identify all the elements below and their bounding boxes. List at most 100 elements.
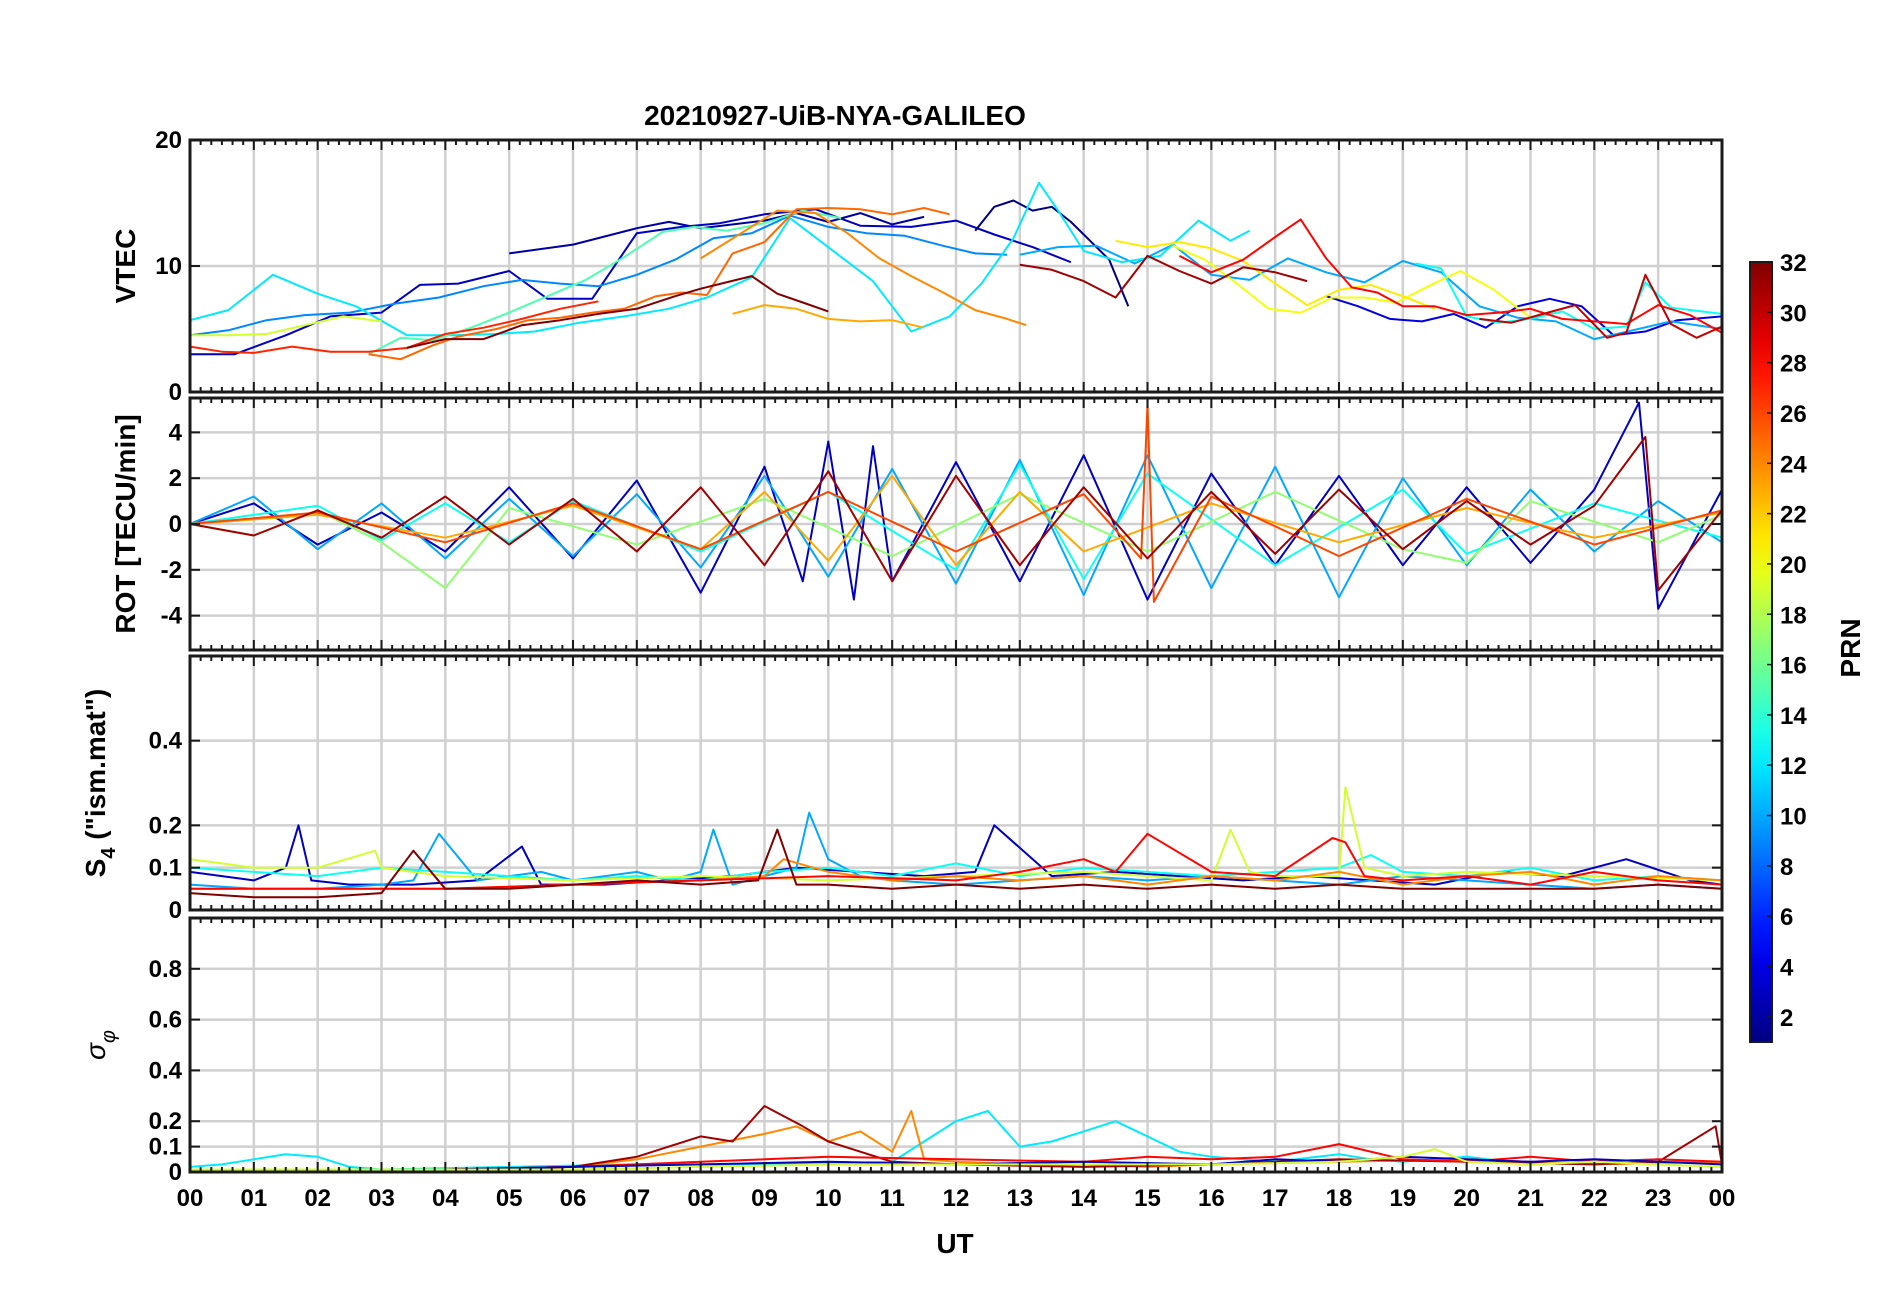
x-tick-label: 07 — [623, 1185, 650, 1212]
rot-ytick-label: 4 — [169, 419, 183, 446]
vtec-series-prn-12 — [190, 181, 1251, 337]
x-tick-label: 00 — [177, 1185, 204, 1212]
colorbar-tick-label: 18 — [1780, 602, 1807, 629]
x-tick-label: 11 — [879, 1185, 904, 1212]
x-tick-label: 04 — [432, 1185, 459, 1212]
x-tick-label: 22 — [1581, 1185, 1608, 1212]
s4-series-prn-19 — [190, 786, 1722, 882]
vtec-series-prn-25 — [368, 207, 950, 361]
x-tick-label: 02 — [304, 1185, 331, 1212]
s4-y-label-rest: ("ism.mat") — [80, 689, 111, 848]
sigma_phi-ytick-label: 0 — [169, 1159, 182, 1186]
sigma_phi-ytick-label: 0.1 — [149, 1134, 182, 1161]
x-tick-label: 16 — [1198, 1185, 1225, 1212]
vtec-ytick-label: 10 — [155, 253, 182, 280]
x-tick-label: 00 — [1709, 1185, 1736, 1212]
colorbar-tick-label: 22 — [1780, 502, 1807, 529]
rot-series-prn-10 — [190, 454, 1722, 599]
vtec-series-prn-24 — [700, 209, 1027, 327]
s4-ytick-label: 0.4 — [149, 728, 183, 755]
colorbar-tick-label: 8 — [1780, 854, 1793, 881]
s4-y-label-main: S — [80, 859, 111, 878]
x-tick-label: 15 — [1134, 1185, 1161, 1212]
panel-s4: 0 0.1 0.2 0.4 S4 ("ism.mat") — [80, 654, 1724, 924]
colorbar-tick-label: 10 — [1780, 804, 1807, 831]
colorbar-tick-label: 30 — [1780, 300, 1807, 327]
colorbar-tick-label: 28 — [1780, 351, 1807, 378]
s4-ytick-label: 0.2 — [149, 812, 182, 839]
s4-series-prn-32 — [190, 828, 1722, 899]
x-axis: 00 01 02 03 04 05 06 07 08 09 10 11 12 13 14 15 16 17 18 19… — [177, 1185, 1736, 1212]
vtec-series-prn-10 — [1019, 243, 1722, 341]
colorbar-frame — [1749, 261, 1773, 1043]
x-tick-label: 18 — [1326, 1185, 1353, 1212]
s4-series — [190, 786, 1722, 899]
rot-y-axis-label: ROT [TECU/min] — [110, 414, 141, 633]
x-tick-label: 05 — [496, 1185, 523, 1212]
vtec-series-prn-3 — [190, 208, 1072, 356]
vtec-series-prn-20 — [1172, 244, 1532, 319]
colorbar-tick-label: 32 — [1780, 250, 1807, 277]
x-tick-label: 17 — [1262, 1185, 1289, 1212]
colorbar-tick-label: 24 — [1780, 451, 1807, 478]
vtec-series-prn-28 — [1178, 218, 1722, 334]
x-tick-label: 21 — [1517, 1185, 1544, 1212]
x-tick-label: 09 — [751, 1185, 778, 1212]
s4-series-prn-10 — [190, 811, 1722, 890]
vtec-series-prn-23 — [732, 304, 925, 329]
rot-series-prn-31 — [190, 435, 1722, 592]
x-tick-label: 08 — [687, 1185, 714, 1212]
rot-series-prn-17 — [190, 490, 1722, 590]
sigma_phi-ytick-label: 0.8 — [149, 956, 182, 983]
vtec-series-prn-15 — [368, 209, 842, 356]
vtec-series-prn-27 — [190, 300, 599, 354]
rot-series-prn-23 — [190, 474, 1722, 567]
vtec-series-prn-21 — [1115, 239, 1436, 310]
colorbar-gradient — [1750, 262, 1772, 1042]
panel-sigma_phi: 00.10.2 0.4 0.6 0.8 σφ — [80, 916, 1724, 1186]
vtec-y-axis-label: VTEC — [110, 229, 141, 304]
colorbar-tick-label: 2 — [1780, 1005, 1793, 1032]
panel-vtec: 0 10 20 VTEC — [110, 127, 1724, 406]
vtec-series-prn-31 — [1019, 254, 1308, 299]
sigma_phi-ytick-label: 0.6 — [149, 1007, 182, 1034]
colorbar-tick-label: 14 — [1780, 703, 1807, 730]
rot-series-prn-26 — [190, 403, 1722, 603]
x-tick-label: 06 — [560, 1185, 587, 1212]
s4-series-prn-28 — [190, 832, 1722, 890]
vtec-series-prn-2 — [509, 212, 925, 255]
x-tick-label: 01 — [240, 1185, 267, 1212]
x-tick-label: 23 — [1645, 1185, 1672, 1212]
colorbar-tick-label: 26 — [1780, 401, 1807, 428]
sigma_phi-y-label-main: σ — [80, 1042, 111, 1060]
x-tick-label: 03 — [368, 1185, 395, 1212]
colorbar-tick-label: 6 — [1780, 904, 1793, 931]
chart-title: 20210927-UiB-NYA-GALILEO — [644, 100, 1026, 131]
x-tick-label: 20 — [1453, 1185, 1480, 1212]
sigma_phi-y-label-sub: φ — [98, 1030, 120, 1043]
s4-ytick-label: 0.1 — [149, 855, 182, 882]
colorbar-label: PRN — [1835, 618, 1866, 677]
vtec-ytick-label: 20 — [155, 127, 182, 154]
x-tick-label: 10 — [815, 1185, 842, 1212]
sigma_phi-ytick-label: 0.2 — [149, 1108, 182, 1135]
s4-ytick-label: 0 — [169, 897, 182, 924]
s4-y-axis-label: S4 ("ism.mat") — [80, 689, 120, 878]
sigma_phi-ytick-label: 0.4 — [149, 1057, 183, 1084]
sigma_phi-y-axis-label: σφ — [80, 1030, 120, 1060]
x-axis-label: UT — [936, 1228, 973, 1259]
colorbar-tick-label: 12 — [1780, 753, 1807, 780]
colorbar-tick-label: 16 — [1780, 653, 1807, 680]
rot-ytick-label: 0 — [169, 511, 182, 538]
s4-series-prn-13 — [190, 854, 1722, 882]
vtec-series-prn-19 — [190, 315, 382, 337]
x-tick-label: 19 — [1389, 1185, 1416, 1212]
colorbar-tick-label: 20 — [1780, 552, 1807, 579]
rot-ytick-label: -4 — [161, 603, 183, 630]
rot-series-prn-13 — [190, 463, 1722, 580]
vtec-series — [190, 181, 1722, 361]
s4-y-label-sub: 4 — [98, 847, 120, 859]
